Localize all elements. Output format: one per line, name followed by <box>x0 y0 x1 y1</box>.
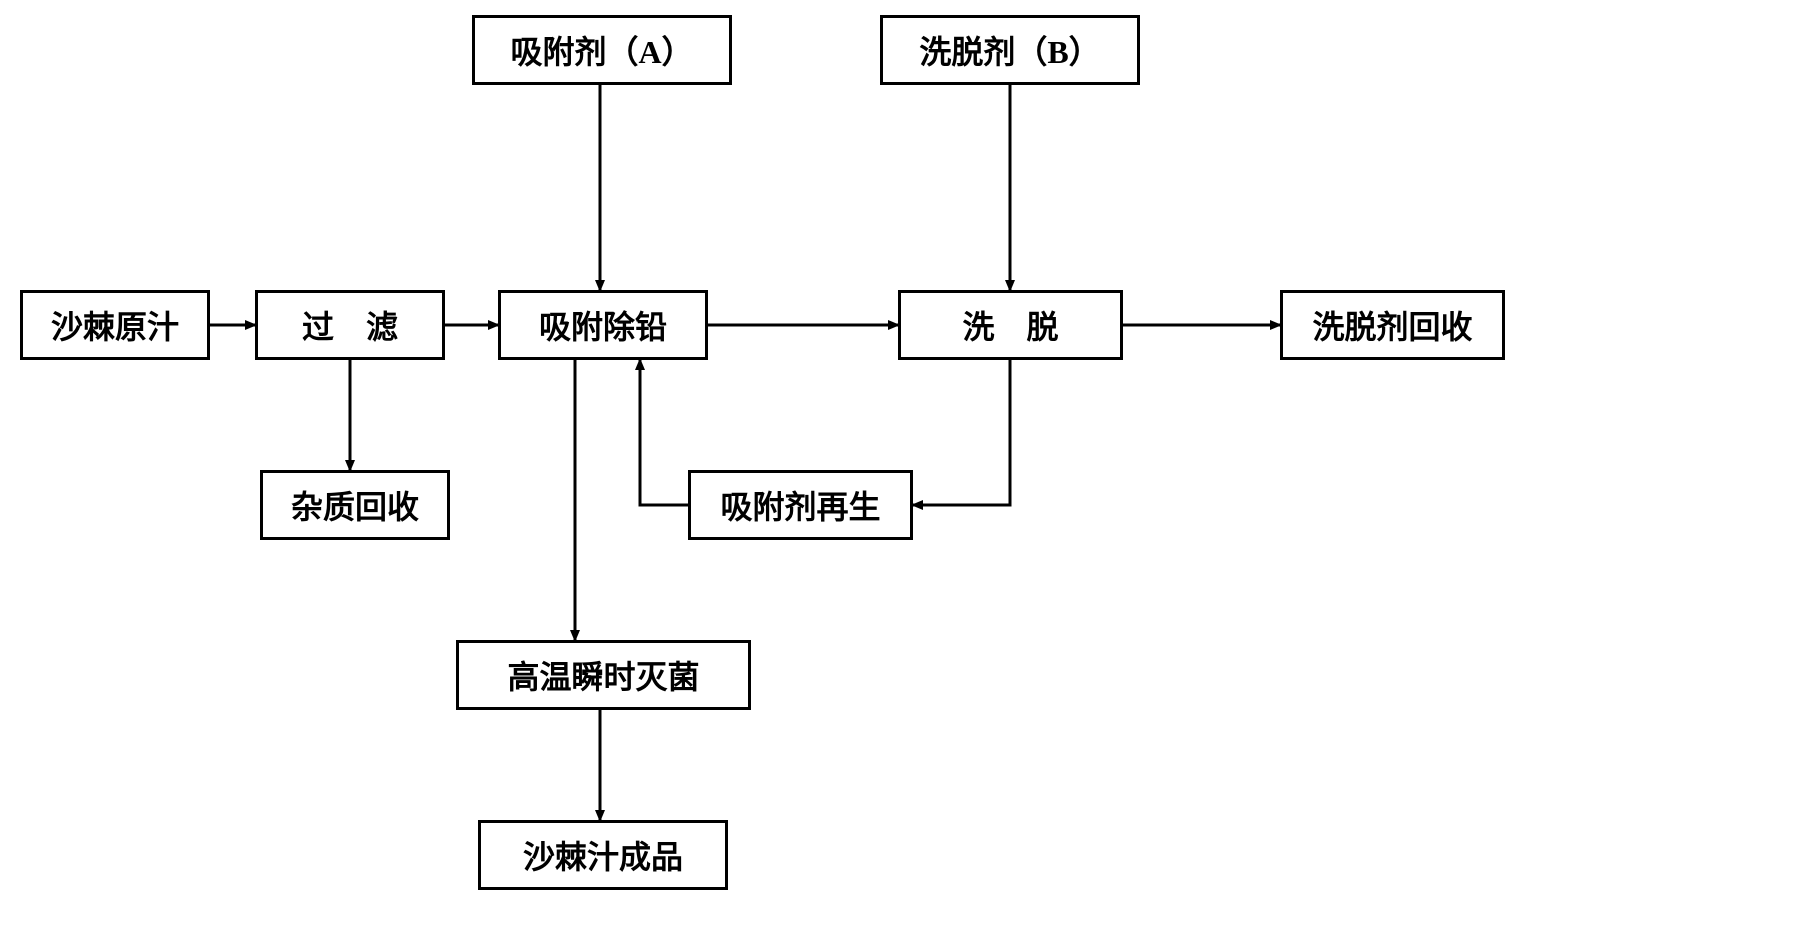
flow-node-rawJuice: 沙棘原汁 <box>20 290 210 360</box>
flow-node-eluentB: 洗脱剂（B） <box>880 15 1140 85</box>
flow-node-eluentRecov: 洗脱剂回收 <box>1280 290 1505 360</box>
flow-node-adsorbentA: 吸附剂（A） <box>472 15 732 85</box>
flow-node-adsorbLead: 吸附除铅 <box>498 290 708 360</box>
flow-node-filter: 过 滤 <box>255 290 445 360</box>
flow-node-impurity: 杂质回收 <box>260 470 450 540</box>
edge-elute-to-regen <box>913 360 1010 505</box>
flow-node-regen: 吸附剂再生 <box>688 470 913 540</box>
edge-regen-to-adsorbLead <box>640 360 688 505</box>
flow-node-product: 沙棘汁成品 <box>478 820 728 890</box>
flow-node-elute: 洗 脱 <box>898 290 1123 360</box>
flow-node-sterilize: 高温瞬时灭菌 <box>456 640 751 710</box>
